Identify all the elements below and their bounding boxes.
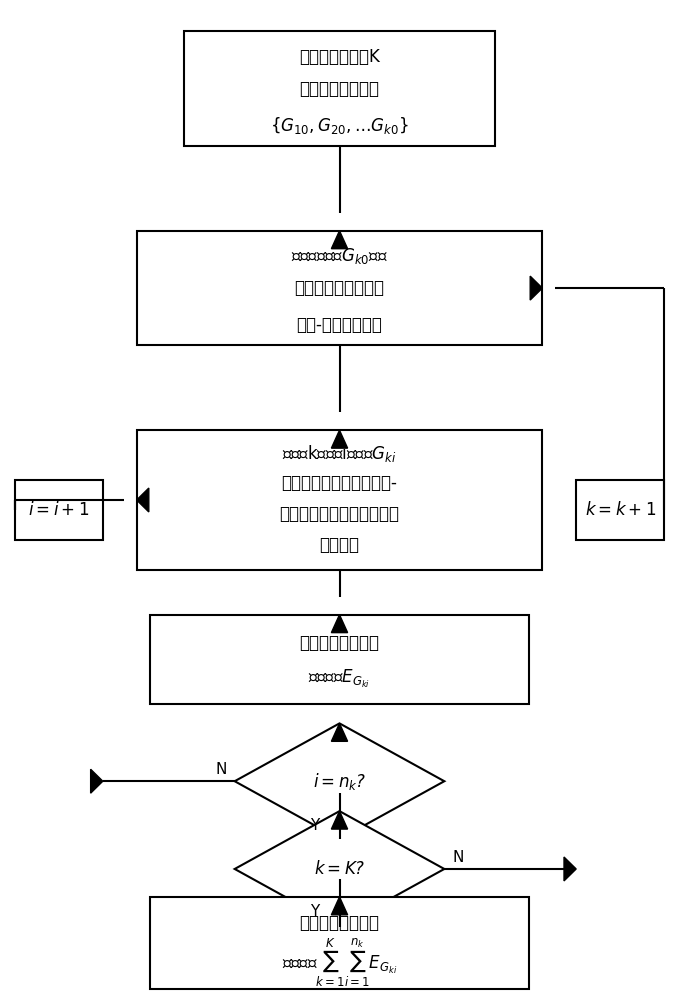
Text: 对比第k组的第i台机组$G_{ki}$: 对比第k组的第i台机组$G_{ki}$ xyxy=(282,443,397,464)
Text: 将风电场划分为K: 将风电场划分为K xyxy=(299,48,380,66)
Polygon shape xyxy=(530,276,543,300)
Text: $\{G_{10}, G_{20}, \ldots G_{k0}\}$: $\{G_{10}, G_{20}, \ldots G_{k0}\}$ xyxy=(270,115,409,136)
Polygon shape xyxy=(331,231,348,249)
Text: 出力数据，建立输入: 出力数据，建立输入 xyxy=(295,279,384,297)
Polygon shape xyxy=(331,430,348,448)
Text: 率数据点: 率数据点 xyxy=(320,536,359,554)
Text: 记录数据与该组输入风速-: 记录数据与该组输入风速- xyxy=(282,474,397,492)
Polygon shape xyxy=(331,897,348,915)
Text: $k=k+1$: $k=k+1$ xyxy=(585,501,656,519)
Text: $i=i+1$: $i=i+1$ xyxy=(29,501,90,519)
Text: 风速-出力统计模型: 风速-出力统计模型 xyxy=(297,316,382,334)
Bar xyxy=(184,31,495,146)
Polygon shape xyxy=(235,723,444,839)
Bar xyxy=(136,430,543,570)
Polygon shape xyxy=(564,857,576,881)
Bar xyxy=(150,897,529,989)
Text: 计算整个风电场的: 计算整个风电场的 xyxy=(299,914,380,932)
Bar xyxy=(15,480,103,540)
Polygon shape xyxy=(136,488,149,512)
Text: Y: Y xyxy=(310,904,319,919)
Text: 弃风电量$\sum_{k=1}^{K}\sum_{i=1}^{n_k}E_{G_{ki}}$: 弃风电量$\sum_{k=1}^{K}\sum_{i=1}^{n_k}E_{G_… xyxy=(282,937,397,989)
Polygon shape xyxy=(331,723,348,741)
Bar xyxy=(136,231,543,345)
Polygon shape xyxy=(331,811,348,829)
Text: $i = n_k$?: $i = n_k$? xyxy=(313,771,366,792)
Text: 组，选定样本机组: 组，选定样本机组 xyxy=(299,80,380,98)
Text: N: N xyxy=(215,762,227,777)
Text: $k = K$?: $k = K$? xyxy=(314,860,365,878)
Polygon shape xyxy=(331,615,348,633)
Polygon shape xyxy=(235,811,444,927)
Bar xyxy=(150,615,529,704)
Text: Y: Y xyxy=(310,818,319,833)
Text: N: N xyxy=(452,850,464,865)
Text: 出力统计模型，找出弃风功: 出力统计模型，找出弃风功 xyxy=(280,505,399,523)
Text: 统计样本机组$G_{k0}$历史: 统计样本机组$G_{k0}$历史 xyxy=(291,246,388,266)
Polygon shape xyxy=(91,769,103,793)
Text: 累积计算该机组的: 累积计算该机组的 xyxy=(299,634,380,652)
Text: 弃风电量$E_{G_{ki}}$: 弃风电量$E_{G_{ki}}$ xyxy=(308,668,371,690)
Bar xyxy=(576,480,664,540)
